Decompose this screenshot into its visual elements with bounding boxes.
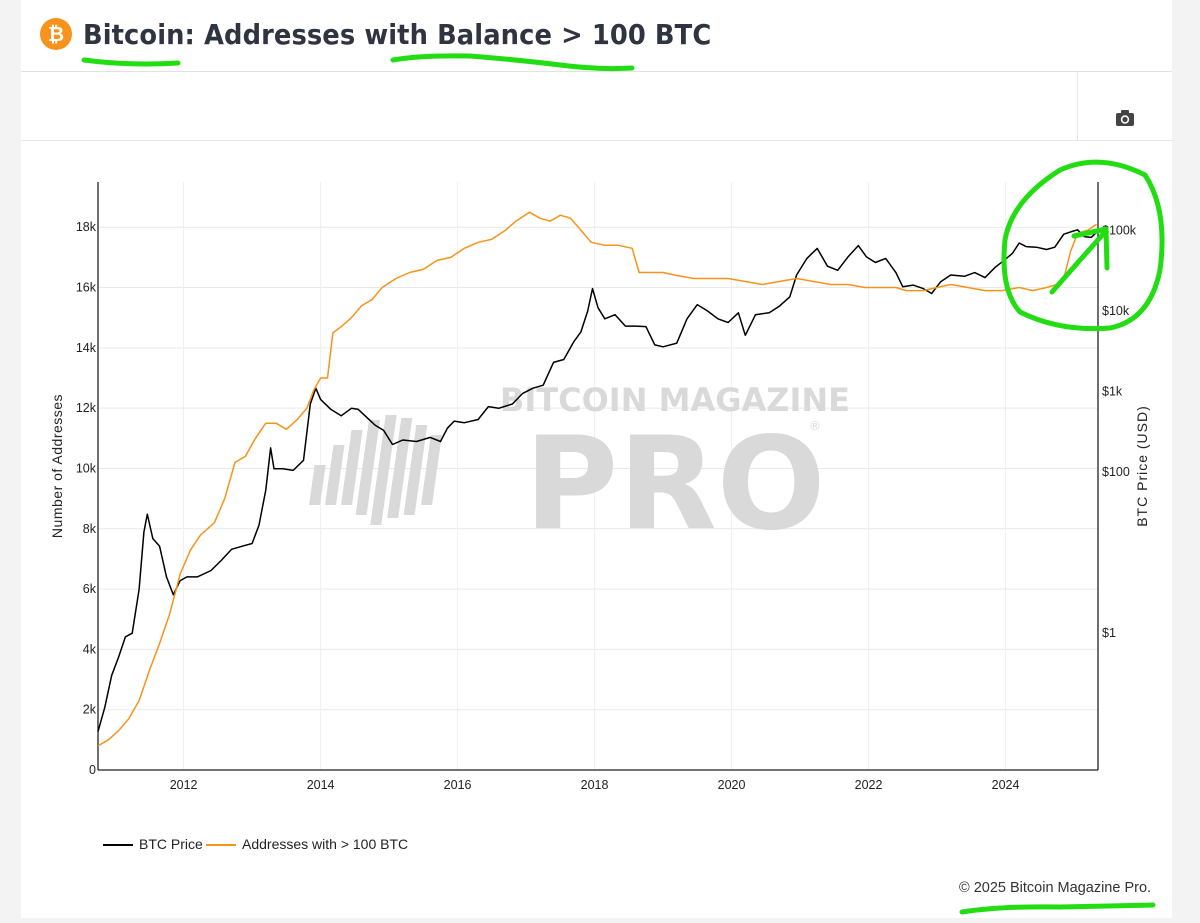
- y-right-tick-label: $1k: [1102, 385, 1123, 399]
- y-left-tick-label: 8k: [83, 522, 97, 536]
- chart-series: [97, 211, 1098, 747]
- page-title: Bitcoin: Addresses with Balance > 100 BT…: [83, 18, 712, 51]
- circle-highlight: [1001, 159, 1165, 332]
- x-tick-label: 2014: [307, 778, 335, 792]
- watermark-logo-bar: [370, 415, 397, 525]
- y-left-tick-label: 12k: [76, 401, 97, 415]
- legend-label-btc-price: BTC Price: [139, 836, 203, 852]
- watermark-logo-bar: [325, 445, 345, 505]
- legend-item-addresses[interactable]: Addresses with > 100 BTC: [206, 836, 408, 852]
- underline-copyright: [959, 902, 1156, 915]
- watermark-logo-bar: [387, 418, 413, 518]
- legend-swatch-addresses: [206, 844, 236, 847]
- addresses-line: [97, 211, 1098, 747]
- watermark-logo-bar: [421, 435, 442, 505]
- x-tick-label: 2020: [718, 778, 746, 792]
- y-left-tick-label: 6k: [83, 582, 97, 596]
- copyright-footer: © 2025 Bitcoin Magazine Pro.: [959, 880, 1152, 896]
- watermark-brand-text: BITCOIN MAGAZINE: [500, 381, 850, 419]
- bitcoin-logo-icon: ₿: [40, 18, 72, 50]
- y-right-tick-label: $10k: [1102, 304, 1130, 318]
- y-left-tick-label: 0: [89, 763, 96, 777]
- camera-icon[interactable]: [1115, 108, 1135, 128]
- x-tick-label: 2018: [581, 778, 609, 792]
- btc-price-line: [97, 229, 1098, 732]
- chart-axes: 0 2k 4k 6k 8k 10k 12k 14k 16k 18k 2012 2014 2016 2018…: [49, 182, 1150, 792]
- watermark-logo-bar: [309, 465, 326, 505]
- x-tick-label: 2022: [855, 778, 883, 792]
- legend-item-btc-price[interactable]: BTC Price: [103, 836, 203, 852]
- arrow-head: [1071, 226, 1110, 271]
- watermark-pro-text: PRO: [524, 410, 825, 559]
- y-left-axis-title: Number of Addresses: [49, 394, 65, 538]
- y-left-tick-label: 16k: [76, 281, 97, 295]
- x-tick-label: 2012: [170, 778, 198, 792]
- y-left-tick-label: 18k: [76, 220, 97, 234]
- y-right-tick-label: $1: [1102, 626, 1116, 640]
- y-right-axis-title: BTC Price (USD): [1134, 405, 1150, 527]
- legend-swatch-btc-price: [103, 844, 133, 847]
- x-tick-label: 2024: [992, 778, 1020, 792]
- y-left-tick-label: 2k: [83, 703, 97, 717]
- page-container: ₿ Bitcoin: Addresses with Balance > 100 …: [21, 0, 1172, 918]
- chart-toolbar: [21, 72, 1172, 141]
- legend-label-addresses: Addresses with > 100 BTC: [242, 836, 409, 852]
- watermark-logo-bar: [355, 420, 380, 515]
- toolbar-divider: [1077, 72, 1078, 140]
- hand-drawn-annotations: [81, 53, 1165, 915]
- y-right-tick-label: $100k: [1102, 223, 1137, 237]
- y-left-tick-label: 10k: [76, 461, 97, 475]
- watermark-logo-bar: [403, 425, 428, 515]
- arrow-shaft: [1049, 229, 1108, 295]
- header: ₿ Bitcoin: Addresses with Balance > 100 …: [21, 0, 1172, 72]
- y-left-tick-label: 4k: [83, 642, 97, 656]
- chart-grid: [98, 182, 1098, 770]
- watermark-registered-mark: ®: [809, 419, 821, 433]
- camera-icon-graphic: [1116, 110, 1134, 126]
- y-right-tick-label: $100: [1102, 465, 1130, 479]
- underline-bitcoin: [81, 57, 181, 67]
- y-left-tick-label: 14k: [76, 341, 97, 355]
- underline-balance: [390, 53, 635, 72]
- x-tick-label: 2016: [444, 778, 472, 792]
- watermark-logo-bar: [341, 430, 363, 505]
